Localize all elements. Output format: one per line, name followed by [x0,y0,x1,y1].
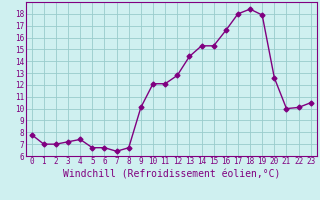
X-axis label: Windchill (Refroidissement éolien,°C): Windchill (Refroidissement éolien,°C) [62,169,280,179]
